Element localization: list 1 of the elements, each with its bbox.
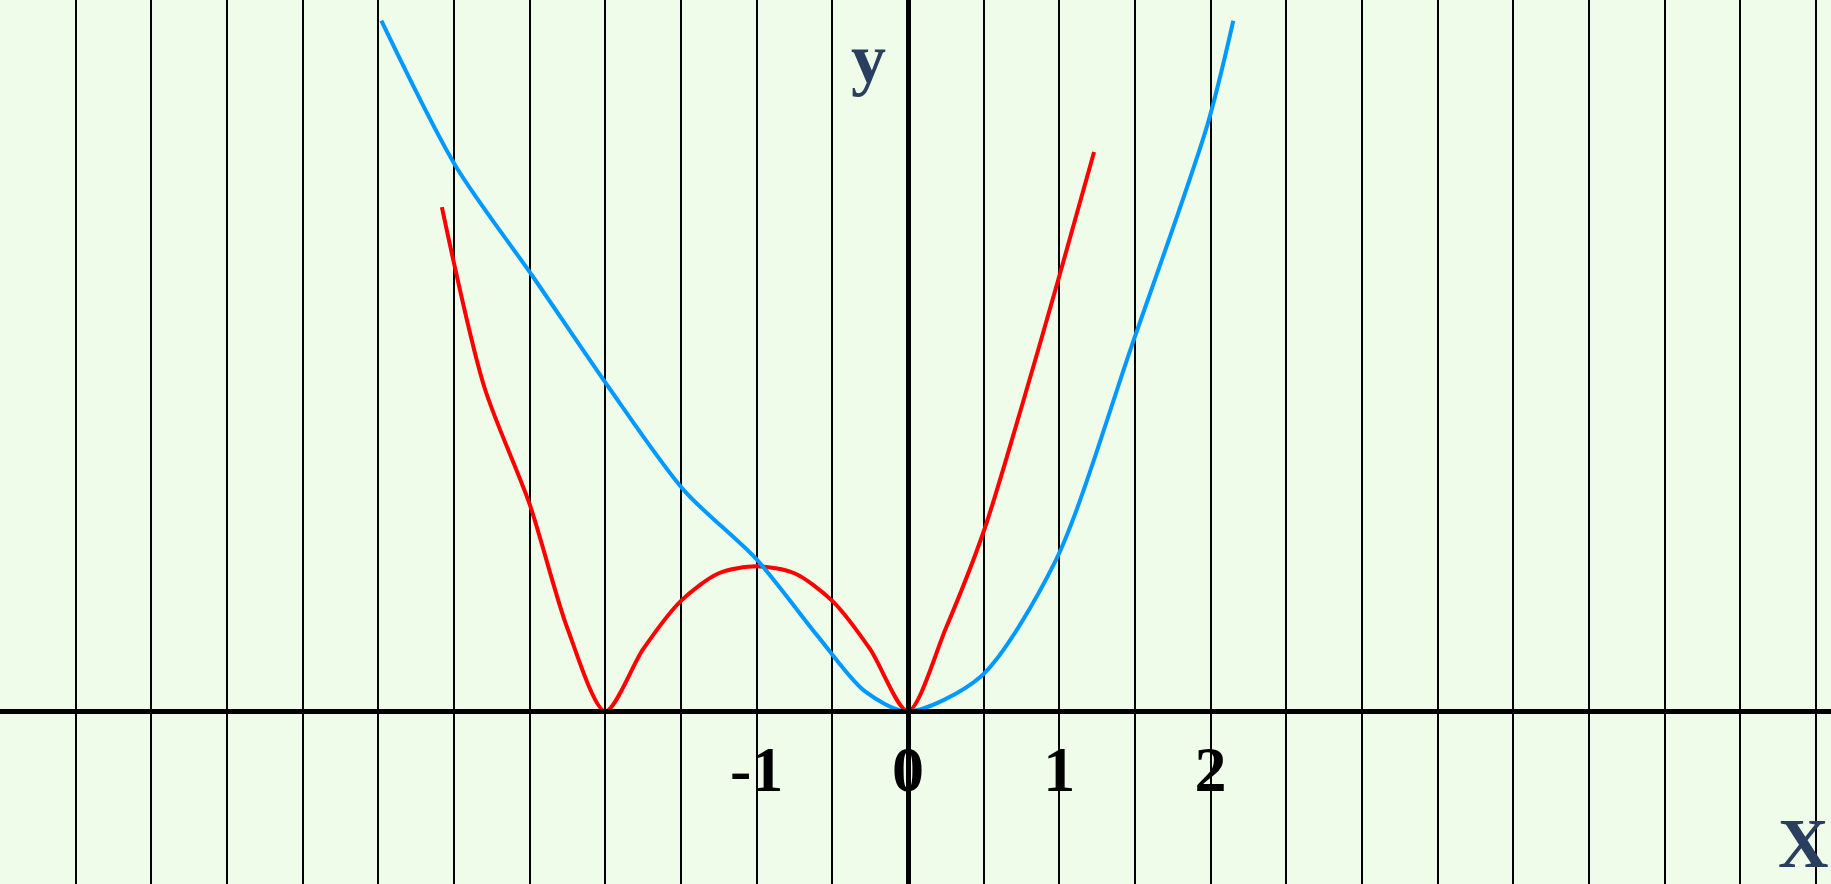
y-axis-title: y [851, 20, 886, 97]
